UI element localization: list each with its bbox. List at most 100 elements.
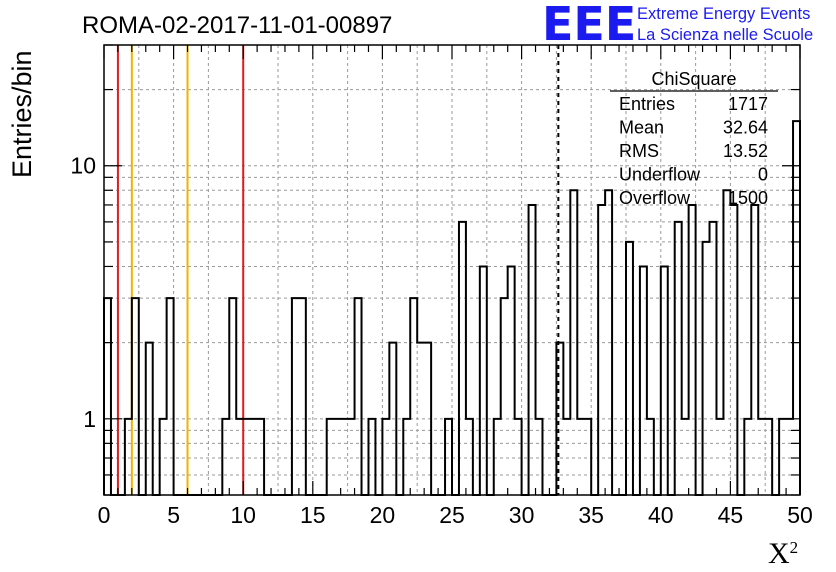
histogram-bin xyxy=(236,419,243,495)
x-tick-label: 10 xyxy=(230,502,256,528)
histogram-bin xyxy=(494,419,501,495)
histogram-bin xyxy=(341,419,348,495)
histogram-bin xyxy=(348,419,355,495)
histogram-bin xyxy=(480,266,487,495)
x-tick-label: 35 xyxy=(578,502,604,528)
histogram-bin xyxy=(703,242,710,495)
x-tick-label: 15 xyxy=(300,502,326,528)
histogram-bin xyxy=(529,205,536,495)
histogram-bin xyxy=(682,419,689,495)
stats-row-label: Entries xyxy=(619,94,675,114)
x-tick-label: 50 xyxy=(787,502,813,528)
x-tick-label: 40 xyxy=(648,502,674,528)
histogram-bin xyxy=(598,205,605,495)
histogram-bin xyxy=(292,298,299,495)
histogram-bin xyxy=(556,343,563,495)
histogram-bin xyxy=(445,419,452,495)
y-tick-label: 1 xyxy=(83,406,96,432)
eee-logo-mark: EEE xyxy=(542,0,636,51)
histogram-bin xyxy=(744,419,751,495)
histogram-bin xyxy=(382,419,389,495)
histogram-bin xyxy=(501,298,508,495)
y-axis-label: Entries/bin xyxy=(7,50,37,178)
histogram-bin xyxy=(758,419,765,495)
x-tick-label: 0 xyxy=(98,502,111,528)
histogram-bin xyxy=(765,419,772,495)
histogram-bin xyxy=(640,266,647,495)
reference-lines xyxy=(116,45,560,495)
histogram-bin xyxy=(459,222,466,495)
histogram-bin xyxy=(710,222,717,495)
histogram-bin xyxy=(417,343,424,495)
x-axis-label-main: X xyxy=(768,537,790,570)
histogram-bin xyxy=(536,419,543,495)
histogram-bin xyxy=(167,298,174,495)
histogram-bin xyxy=(146,343,153,495)
histogram-bin xyxy=(368,419,375,495)
histogram-bin xyxy=(257,419,264,495)
histogram-bin xyxy=(584,419,591,495)
histogram-bin xyxy=(689,205,696,495)
stats-row-label: RMS xyxy=(619,141,659,161)
stats-box: ChiSquare Entries 1717 Mean 32.64 RMS 13.52 Un… xyxy=(610,69,778,208)
histogram-bin xyxy=(229,298,236,495)
histogram-bin xyxy=(355,298,362,495)
eee-logo-line2: La Scienza nelle Scuole xyxy=(637,26,813,44)
x-axis-label-sup: 2 xyxy=(790,538,799,557)
histogram-bin xyxy=(250,419,257,495)
stats-row-value: 32.64 xyxy=(723,118,768,138)
histogram-bin xyxy=(570,190,577,495)
histogram-bin xyxy=(675,222,682,495)
histogram-bin xyxy=(410,298,417,495)
histogram-bin xyxy=(132,298,139,495)
histogram-outline xyxy=(103,120,801,496)
histogram-bin xyxy=(730,205,737,495)
histogram-bin xyxy=(466,419,473,495)
histogram-bin xyxy=(424,343,431,495)
histogram-bin xyxy=(577,419,584,495)
histogram-bin xyxy=(327,419,334,495)
stats-row-value: 1500 xyxy=(728,188,768,208)
stats-row-value: 13.52 xyxy=(723,141,768,161)
histogram-bin xyxy=(515,419,522,495)
x-tick-label: 20 xyxy=(370,502,396,528)
x-tick-label: 30 xyxy=(509,502,535,528)
histogram-bin xyxy=(647,419,654,495)
histogram-bin xyxy=(334,419,341,495)
histogram-bin xyxy=(104,298,111,495)
stats-row-label: Mean xyxy=(619,118,664,138)
y-axis-ticks: 1 10 xyxy=(70,44,800,496)
x-axis-label: X2 xyxy=(768,537,798,570)
histogram-bin xyxy=(222,419,229,495)
stats-row-value: 1717 xyxy=(728,94,768,114)
eee-logo: EEE Extreme Energy Events La Scienza nel… xyxy=(542,0,813,51)
histogram-bin xyxy=(563,419,570,495)
histogram-bin xyxy=(125,419,132,495)
eee-logo-line1: Extreme Energy Events xyxy=(637,5,810,23)
histogram-bin xyxy=(243,419,250,495)
histogram-bin xyxy=(403,419,410,495)
chart-title: ROMA-02-2017-11-01-00897 xyxy=(82,12,392,39)
histogram-bin xyxy=(779,419,786,495)
histogram-bin xyxy=(605,190,612,495)
stats-row-value: 0 xyxy=(758,165,768,185)
histogram-bin xyxy=(160,419,167,495)
x-tick-label: 25 xyxy=(439,502,465,528)
x-tick-label: 45 xyxy=(718,502,744,528)
stats-box-title: ChiSquare xyxy=(651,69,736,89)
x-axis-ticks: 0 5 10 15 20 25 30 35 40 45 50 xyxy=(98,45,813,528)
histogram xyxy=(103,120,801,496)
stats-row-label: Underflow xyxy=(619,165,701,185)
histogram-bin xyxy=(723,190,730,495)
histogram-bin xyxy=(389,343,396,495)
histogram-bin xyxy=(626,242,633,495)
histogram-bin xyxy=(716,419,723,495)
x-tick-label: 5 xyxy=(167,502,180,528)
stats-row-label: Overflow xyxy=(619,188,691,208)
histogram-bin xyxy=(508,266,515,495)
histogram-bin xyxy=(751,205,758,495)
y-tick-label: 10 xyxy=(70,153,96,179)
histogram-bin xyxy=(299,298,306,495)
histogram-bin xyxy=(661,266,668,495)
